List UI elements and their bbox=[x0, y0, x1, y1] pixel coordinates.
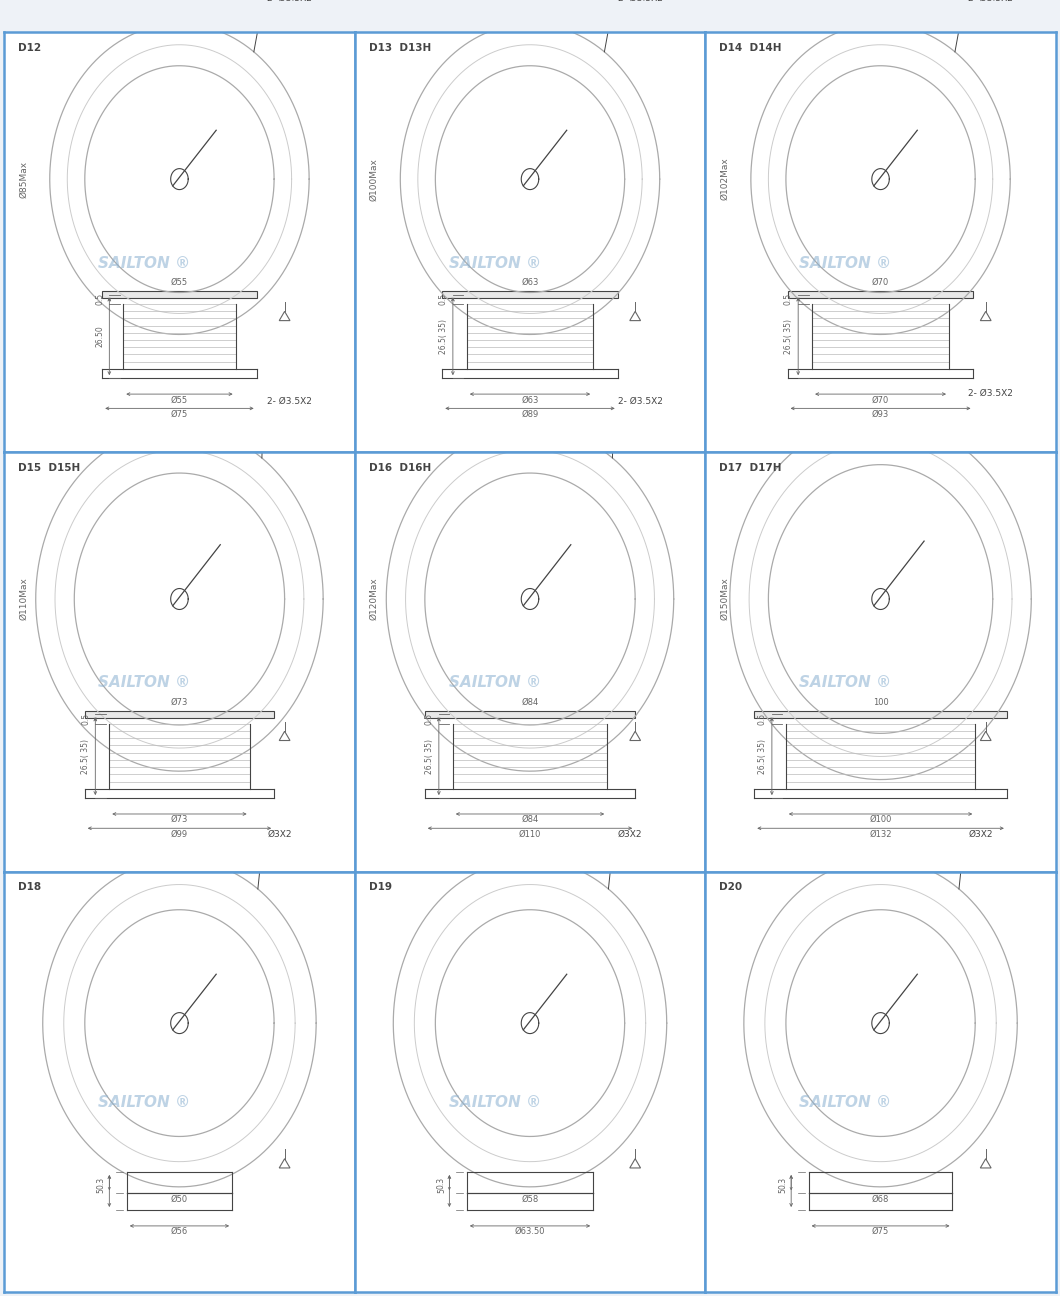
Text: 0.3: 0.3 bbox=[437, 1177, 446, 1188]
Bar bbox=[103, 290, 257, 298]
Bar bbox=[788, 290, 973, 298]
Text: SAILTON ®: SAILTON ® bbox=[448, 255, 541, 271]
Text: 5: 5 bbox=[779, 1188, 788, 1194]
Text: 0.5: 0.5 bbox=[758, 713, 766, 726]
Text: 100: 100 bbox=[872, 699, 888, 706]
Text: Ø93: Ø93 bbox=[872, 410, 889, 419]
Text: D12: D12 bbox=[18, 43, 41, 53]
Text: Ø3X2: Ø3X2 bbox=[267, 829, 292, 839]
Text: Ø100Max: Ø100Max bbox=[370, 158, 378, 201]
Text: 0.3: 0.3 bbox=[779, 1177, 788, 1188]
Text: SAILTON ®: SAILTON ® bbox=[99, 675, 191, 691]
Text: Ø132: Ø132 bbox=[869, 829, 891, 839]
Text: 2- Ø3.5X2: 2- Ø3.5X2 bbox=[968, 0, 1013, 3]
Text: SAILTON ®: SAILTON ® bbox=[448, 675, 541, 691]
Text: D18: D18 bbox=[18, 883, 41, 893]
Text: 2- Ø3.5X2: 2- Ø3.5X2 bbox=[968, 389, 1013, 398]
Text: 2- Ø3.5X2: 2- Ø3.5X2 bbox=[618, 0, 662, 3]
Text: Ø100: Ø100 bbox=[869, 815, 891, 824]
Text: 26.5( 35): 26.5( 35) bbox=[425, 739, 434, 774]
Text: 5: 5 bbox=[96, 1188, 106, 1194]
Text: Ø50: Ø50 bbox=[171, 1195, 188, 1204]
Text: 0.5: 0.5 bbox=[784, 293, 793, 306]
Text: Ø89: Ø89 bbox=[522, 410, 538, 419]
Text: Ø84: Ø84 bbox=[522, 699, 538, 706]
Text: Ø68: Ø68 bbox=[872, 1195, 889, 1204]
Text: Ø55: Ø55 bbox=[171, 279, 188, 286]
Text: Ø99: Ø99 bbox=[171, 829, 188, 839]
Text: Ø75: Ø75 bbox=[171, 410, 188, 419]
Text: Ø58: Ø58 bbox=[522, 1195, 538, 1204]
Text: 26.50: 26.50 bbox=[95, 325, 104, 347]
Text: 0.5: 0.5 bbox=[95, 293, 104, 306]
Text: Ø3X2: Ø3X2 bbox=[618, 829, 642, 839]
Text: Ø75: Ø75 bbox=[872, 1227, 889, 1236]
Text: 2- Ø3.5X2: 2- Ø3.5X2 bbox=[618, 397, 662, 406]
Text: Ø120Max: Ø120Max bbox=[370, 578, 378, 621]
Text: SAILTON ®: SAILTON ® bbox=[99, 255, 191, 271]
Text: Ø63: Ø63 bbox=[522, 279, 538, 286]
Text: D19: D19 bbox=[369, 883, 392, 893]
Text: Ø70: Ø70 bbox=[872, 279, 889, 286]
Text: Ø73: Ø73 bbox=[171, 699, 188, 706]
Text: Ø110Max: Ø110Max bbox=[19, 578, 28, 621]
Text: Ø84: Ø84 bbox=[522, 815, 538, 824]
Bar bbox=[755, 710, 1007, 718]
Text: Ø70: Ø70 bbox=[872, 395, 889, 404]
Text: 0.5: 0.5 bbox=[425, 713, 434, 726]
Bar bbox=[442, 290, 618, 298]
Text: Ø56: Ø56 bbox=[171, 1227, 188, 1236]
Text: SAILTON ®: SAILTON ® bbox=[799, 1095, 891, 1111]
Text: Ø55: Ø55 bbox=[171, 395, 188, 404]
Text: 0.5: 0.5 bbox=[81, 713, 90, 726]
Text: Ø150Max: Ø150Max bbox=[720, 578, 729, 621]
Text: 26.5( 35): 26.5( 35) bbox=[81, 739, 90, 774]
Text: Ø110: Ø110 bbox=[518, 829, 542, 839]
Text: 26.5( 35): 26.5( 35) bbox=[758, 739, 766, 774]
Text: SAILTON ®: SAILTON ® bbox=[799, 255, 891, 271]
Text: 2- Ø3.5X2: 2- Ø3.5X2 bbox=[267, 0, 312, 3]
Text: D16  D16H: D16 D16H bbox=[369, 463, 431, 473]
Text: Ø3X2: Ø3X2 bbox=[968, 829, 993, 839]
Text: D17  D17H: D17 D17H bbox=[720, 463, 782, 473]
Text: 0.3: 0.3 bbox=[96, 1177, 106, 1188]
Text: Ø85Max: Ø85Max bbox=[19, 161, 28, 198]
Text: Ø63.50: Ø63.50 bbox=[515, 1227, 545, 1236]
Text: 0.5: 0.5 bbox=[439, 293, 447, 306]
Text: 2- Ø3.5X2: 2- Ø3.5X2 bbox=[267, 397, 312, 406]
Text: D15  D15H: D15 D15H bbox=[18, 463, 81, 473]
Text: SAILTON ®: SAILTON ® bbox=[448, 1095, 541, 1111]
Bar bbox=[425, 710, 635, 718]
Text: Ø102Max: Ø102Max bbox=[720, 158, 729, 201]
Text: D13  D13H: D13 D13H bbox=[369, 43, 431, 53]
Text: SAILTON ®: SAILTON ® bbox=[99, 1095, 191, 1111]
Text: D14  D14H: D14 D14H bbox=[720, 43, 782, 53]
Text: Ø63: Ø63 bbox=[522, 395, 538, 404]
Bar bbox=[85, 710, 275, 718]
Text: 26.5( 35): 26.5( 35) bbox=[439, 319, 447, 354]
Text: SAILTON ®: SAILTON ® bbox=[799, 675, 891, 691]
Text: 26.5( 35): 26.5( 35) bbox=[784, 319, 793, 354]
Text: Ø73: Ø73 bbox=[171, 815, 188, 824]
Text: D20: D20 bbox=[720, 883, 742, 893]
Text: 5: 5 bbox=[437, 1188, 446, 1194]
